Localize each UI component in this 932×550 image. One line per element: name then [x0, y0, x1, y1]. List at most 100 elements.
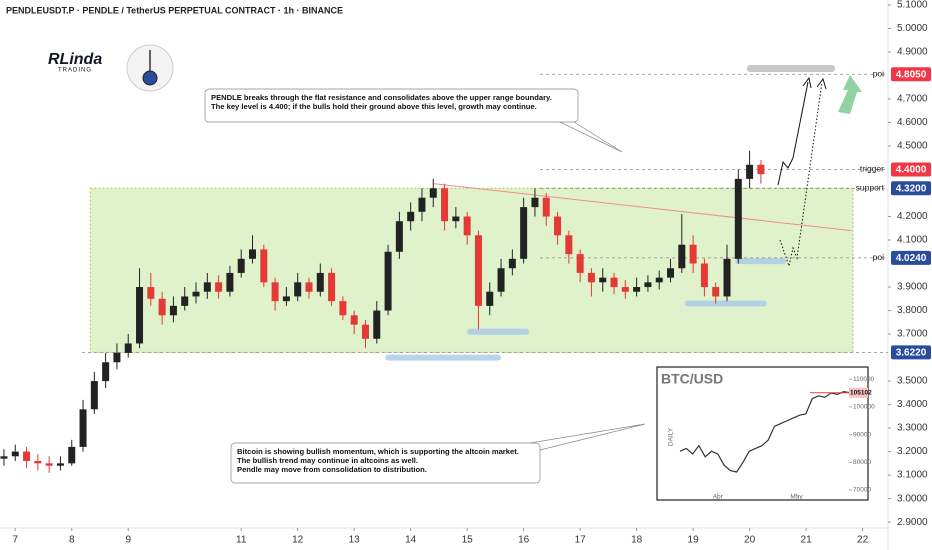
candle-body: [249, 249, 257, 259]
trendline: [433, 183, 852, 232]
candle-body: [237, 258, 245, 273]
candle-body: [734, 178, 742, 259]
candle-body: [181, 296, 189, 306]
level-label: trigger: [860, 164, 884, 174]
candle-body: [226, 272, 234, 292]
candle-body: [384, 251, 392, 311]
x-tick-label: 20: [744, 535, 756, 546]
candle-body: [757, 164, 765, 175]
candle-body: [271, 282, 279, 302]
y-tick-label: 4.6000: [897, 117, 928, 128]
inset-y-tick-label: 100000: [853, 404, 875, 411]
target-zone: [747, 65, 835, 72]
price-tag: [891, 345, 931, 360]
y-tick-label: 5.0000: [897, 23, 928, 34]
candle-body: [23, 451, 31, 462]
candle-body: [700, 263, 708, 288]
price-tag: [891, 67, 931, 82]
inset-line: [679, 391, 851, 473]
candle-body: [644, 282, 652, 288]
y-tick-label: 4.7000: [897, 94, 928, 105]
arrowhead: [816, 77, 827, 90]
callout-pointer: [529, 423, 646, 451]
level-label: poi: [873, 69, 884, 79]
y-tick-label: 3.9000: [897, 282, 928, 293]
candle-body: [328, 272, 336, 302]
projection-alt: [779, 81, 823, 268]
inset-y-tick-label: 80000: [853, 459, 871, 466]
candle-body: [407, 211, 415, 222]
y-tick-label: 4.5000: [897, 141, 928, 152]
x-tick-label: 21: [801, 535, 813, 546]
inset-x-tick-label: May: [790, 494, 803, 501]
candle-body: [192, 291, 200, 297]
candle-body: [655, 277, 663, 283]
candle-body: [554, 216, 562, 236]
candle-body: [339, 301, 347, 316]
candle-body: [316, 272, 324, 292]
callout-pointer: [559, 121, 623, 153]
inset-y-tick-label: 110000: [853, 376, 875, 383]
callout-text: The bullish trend may continue in altcoi…: [237, 456, 418, 465]
candle-body: [746, 164, 754, 179]
x-tick-label: 14: [405, 535, 417, 546]
price-tag-label: 3.6220: [896, 348, 927, 359]
candle-body: [56, 463, 64, 466]
x-tick-label: 11: [236, 535, 247, 546]
candle-body: [294, 282, 302, 297]
inset-title: BTC/USD: [661, 371, 723, 387]
logo: RLinda TRADING: [48, 44, 174, 92]
candle-body: [147, 287, 155, 299]
candle-body: [215, 282, 223, 292]
logo-text: RLinda: [48, 51, 102, 68]
candle-body: [68, 446, 76, 464]
x-tick-label: 8: [69, 535, 75, 546]
candle-body: [260, 249, 268, 283]
candle-body: [282, 296, 290, 302]
inset-last-tag: [849, 387, 868, 398]
candle-body: [723, 258, 731, 297]
candle-body: [203, 282, 211, 292]
price-tag: [891, 162, 931, 177]
inset-x-tick-label: Apr: [713, 494, 724, 501]
candle-body: [486, 291, 494, 306]
y-tick-label: 3.1000: [897, 470, 928, 481]
candle-body: [712, 287, 720, 297]
candle-body: [169, 305, 177, 316]
low-highlight: [684, 300, 767, 307]
x-tick-label: 17: [575, 535, 587, 546]
logo-ball: [142, 70, 158, 86]
candle-body: [565, 235, 573, 255]
candle-body: [45, 463, 53, 466]
callout-text: Bitcoin is showing bullish momentum, whi…: [237, 447, 519, 456]
candle-body: [463, 216, 471, 236]
candle-body: [305, 282, 313, 292]
candle-body: [633, 287, 641, 292]
candle-body: [113, 352, 121, 363]
candle-body: [587, 272, 595, 283]
candle-body: [441, 188, 449, 222]
candle-body: [452, 216, 460, 222]
candle-body: [136, 287, 144, 344]
candle-body: [621, 287, 629, 292]
candle-body: [542, 197, 550, 217]
candle-body: [373, 310, 381, 339]
x-tick-label: 18: [631, 535, 643, 546]
chart-title: PENDLEUSDT.P · PENDLE / TetherUS PERPETU…: [6, 5, 343, 15]
candle-body: [361, 324, 369, 339]
price-tag: [891, 181, 931, 196]
x-tick-label: 16: [518, 535, 530, 546]
price-tag-label: 4.8050: [896, 69, 927, 80]
x-tick-label: 13: [349, 535, 361, 546]
candle-body: [667, 268, 675, 278]
y-tick-label: 3.8000: [897, 305, 928, 316]
callout-box: [204, 88, 579, 123]
inset-y-tick-label: 90000: [853, 431, 871, 438]
candle-body: [350, 315, 358, 325]
low-highlight: [385, 354, 502, 361]
y-tick-label: 3.3000: [897, 423, 928, 434]
candle-body: [90, 381, 98, 410]
low-highlight: [735, 258, 787, 265]
x-tick-label: 19: [688, 535, 700, 546]
